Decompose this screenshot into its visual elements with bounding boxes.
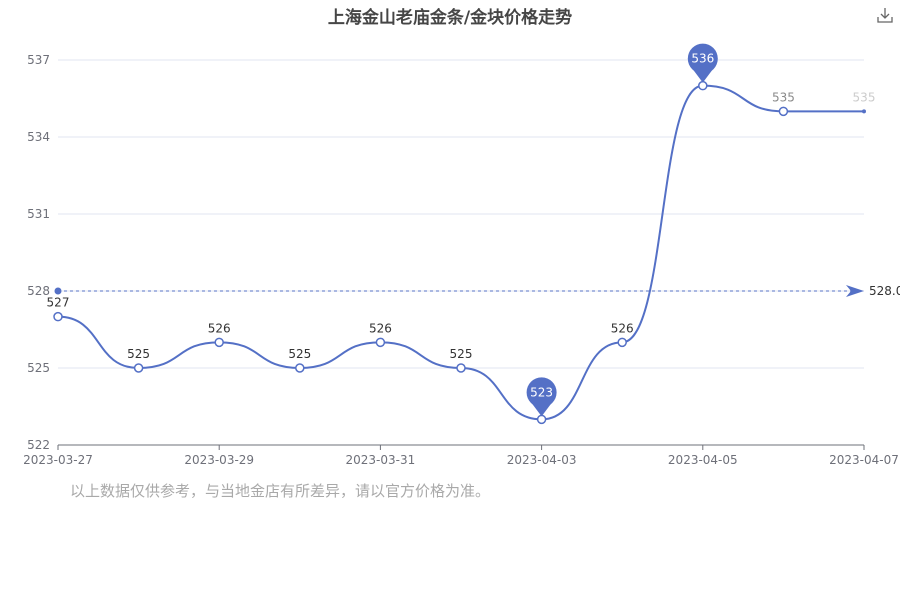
y-tick-label: 534 — [27, 130, 50, 144]
data-point — [133, 363, 144, 373]
data-label: 525 — [450, 347, 473, 361]
data-point — [53, 311, 63, 322]
x-tick-label: 2023-04-07 — [829, 453, 899, 467]
max-pin-label: 536 — [691, 52, 714, 66]
disclaimer-text: 以上数据仅供参考，与当地金店有所差异，请以官方价格为准。 — [70, 482, 491, 500]
download-button[interactable] — [876, 6, 894, 24]
min-pin — [526, 377, 557, 408]
y-tick-label: 525 — [27, 361, 50, 375]
x-tick-label: 2023-04-03 — [507, 453, 577, 467]
data-label: 527 — [47, 296, 70, 310]
data-point — [295, 363, 305, 373]
data-point — [617, 337, 627, 348]
average-mark-label: 528.0 — [869, 284, 900, 298]
series-line — [57, 84, 864, 421]
x-tick-label: 2023-03-31 — [346, 453, 416, 467]
data-label: 526 — [611, 321, 634, 335]
y-tick-label: 537 — [27, 53, 50, 67]
download-icon — [877, 8, 893, 23]
average-mark-start — [54, 287, 62, 295]
chart-title: 上海金山老庙金条/金块价格走势 — [327, 8, 573, 28]
data-point — [375, 337, 386, 348]
average-mark-arrow — [846, 285, 864, 297]
x-tick-label: 2023-04-05 — [668, 453, 738, 467]
x-tick-label: 2023-03-27 — [23, 453, 93, 467]
data-point — [862, 109, 866, 114]
data-label: 535 — [853, 90, 876, 104]
data-point — [778, 106, 789, 117]
y-tick-label: 531 — [27, 207, 50, 221]
x-tick-label: 2023-03-29 — [184, 453, 254, 467]
y-tick-label: 522 — [27, 438, 50, 452]
max-pin — [687, 43, 718, 74]
data-label: 525 — [288, 347, 311, 361]
data-point — [214, 337, 224, 348]
data-point — [698, 80, 708, 91]
data-label: 526 — [369, 321, 392, 335]
data-label: 535 — [772, 90, 795, 104]
y-tick-label: 528 — [27, 284, 50, 298]
data-point — [536, 414, 547, 425]
data-label: 526 — [208, 321, 231, 335]
min-pin-label: 523 — [530, 385, 553, 399]
data-point — [456, 363, 466, 373]
data-label: 525 — [127, 347, 150, 361]
